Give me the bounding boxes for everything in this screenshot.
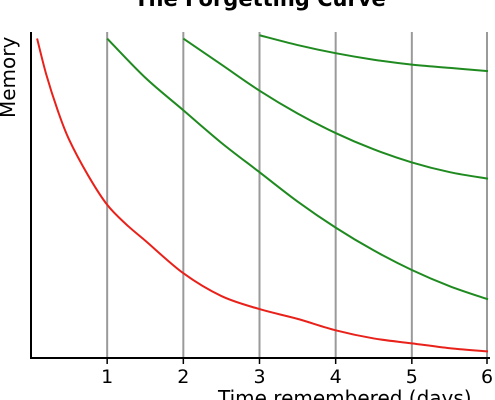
grid-lines [106,32,488,358]
review-curve-1 [106,37,489,301]
initial-forgetting-curve [36,38,489,353]
y-axis-label: Memory [0,36,20,118]
chart-title: The Forgetting Curve [134,0,386,11]
x-tick-label-6: 6 [481,366,493,388]
x-axis-label: Time remembered (days) [217,386,472,400]
review-curve-3 [259,34,489,73]
series-lines [36,34,489,353]
review-curve-2 [182,37,489,180]
x-tick-label-4: 4 [330,366,342,388]
x-tick-label-5: 5 [406,366,418,388]
x-tick-labels: 1 2 3 4 5 6 [101,358,493,388]
x-tick-label-1: 1 [101,366,113,388]
x-tick-label-3: 3 [253,366,265,388]
x-tick-label-2: 2 [177,366,189,388]
